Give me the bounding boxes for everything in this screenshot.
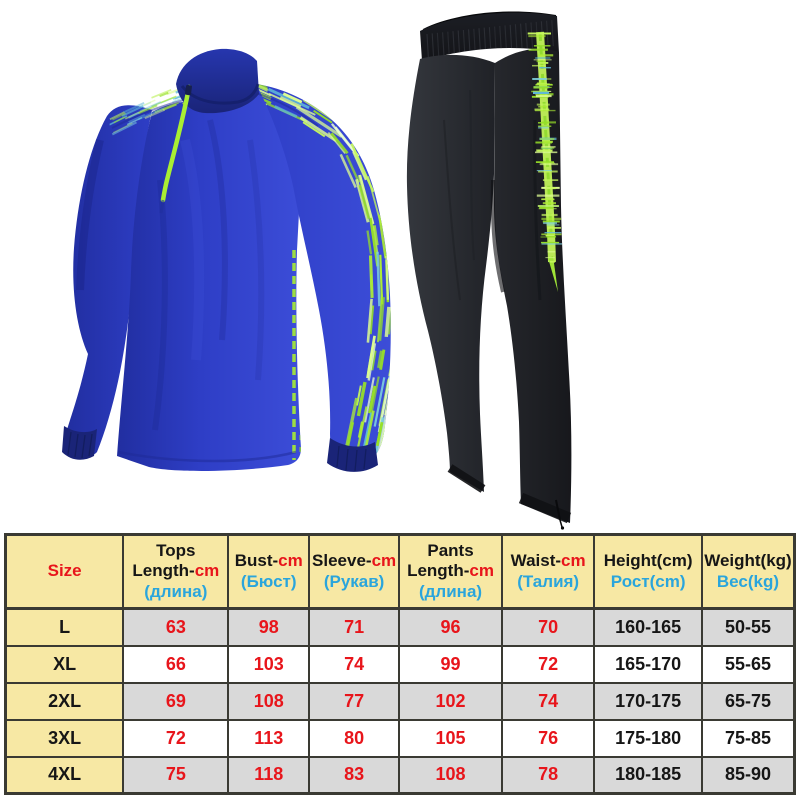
value-cell-weight: 55-65 — [700, 644, 796, 684]
value-cell-tops-length: 66 — [122, 644, 230, 684]
size-label-cell: XL — [4, 644, 125, 684]
value-cell-sleeve: 71 — [308, 607, 401, 647]
size-row-3XL: 3XL 72 113 80 105 76 175-180 75-85 — [4, 718, 796, 758]
size-row-L: L 63 98 71 96 70 160-165 50-55 — [4, 607, 796, 647]
jacket-zipper — [160, 84, 192, 203]
jacket-seams — [111, 91, 319, 463]
pants-creases — [443, 89, 542, 301]
value-cell-sleeve: 80 — [308, 718, 401, 758]
size-label-cell: L — [4, 607, 125, 647]
size-chart-header: Size Tops Length-cm (длина) Bust-cm (Бюст) Sle… — [4, 533, 796, 610]
value-cell-waist: 76 — [500, 718, 596, 758]
jacket-illustration — [62, 48, 391, 472]
value-cell-height: 160-165 — [593, 607, 703, 647]
ankle-zipper — [555, 499, 565, 530]
value-cell-bust: 108 — [227, 681, 311, 721]
value-cell-pants-length: 99 — [398, 644, 503, 684]
column-header-height: Height(cm) Рост(cm) — [593, 533, 703, 610]
pants-right-leg — [494, 48, 572, 523]
cuff-ribs — [67, 431, 367, 472]
value-cell-weight: 50-55 — [700, 607, 796, 647]
value-cell-waist: 70 — [500, 607, 596, 647]
value-cell-height: 180-185 — [593, 755, 703, 795]
value-cell-height: 165-170 — [593, 644, 703, 684]
value-cell-bust: 98 — [227, 607, 311, 647]
value-cell-pants-length: 102 — [398, 681, 503, 721]
column-header-tops-length: Tops Length-cm (длина) — [122, 533, 230, 610]
value-cell-weight: 85-90 — [700, 755, 796, 795]
value-cell-bust: 118 — [227, 755, 311, 795]
tracksuit-illustration — [62, 11, 572, 530]
pants-side-stripe — [527, 31, 563, 292]
product-photo — [62, 11, 572, 530]
value-cell-sleeve: 83 — [308, 755, 401, 795]
size-row-XL: XL 66 103 74 99 72 165-170 55-65 — [4, 644, 796, 684]
value-cell-bust: 113 — [227, 718, 311, 758]
size-chart-table: Size Tops Length-cm (длина) Bust-cm (Бюст) Sle… — [4, 533, 796, 795]
right-ankle-cuff — [518, 492, 572, 524]
size-row-2XL: 2XL 69 108 77 102 74 170-175 65-75 — [4, 681, 796, 721]
value-cell-bust: 103 — [227, 644, 311, 684]
value-cell-weight: 65-75 — [700, 681, 796, 721]
value-cell-height: 175-180 — [593, 718, 703, 758]
value-cell-pants-length: 105 — [398, 718, 503, 758]
column-header-waist: Waist-cm (Талия) — [500, 533, 596, 610]
right-cuff — [327, 438, 378, 472]
column-header-weight: Weight(kg) Вес(kg) — [700, 533, 796, 610]
crotch-shadow — [490, 179, 505, 293]
value-cell-sleeve: 77 — [308, 681, 401, 721]
value-cell-tops-length: 63 — [122, 607, 230, 647]
value-cell-pants-length: 108 — [398, 755, 503, 795]
value-cell-waist: 78 — [500, 755, 596, 795]
value-cell-tops-length: 69 — [122, 681, 230, 721]
column-header-sleeve: Sleeve-cm (Рукав) — [308, 533, 401, 610]
value-cell-weight: 75-85 — [700, 718, 796, 758]
column-header-bust: Bust-cm (Бюст) — [227, 533, 311, 610]
left-ankle-cuff — [447, 464, 486, 493]
value-cell-sleeve: 74 — [308, 644, 401, 684]
size-row-4XL: 4XL 75 118 83 108 78 180-185 85-90 — [4, 755, 796, 795]
sleeve-shadow — [76, 139, 104, 291]
collar-inner-shadow — [180, 83, 260, 105]
size-label-cell: 4XL — [4, 755, 125, 795]
pants-illustration — [406, 11, 572, 530]
column-header-pants-length: Pants Length-cm (длина) — [398, 533, 503, 610]
zipper-pull — [185, 84, 192, 96]
pants-left-leg — [406, 54, 495, 493]
value-cell-tops-length: 72 — [122, 718, 230, 758]
value-cell-pants-length: 96 — [398, 607, 503, 647]
size-label-cell: 3XL — [4, 718, 125, 758]
value-cell-tops-length: 75 — [122, 755, 230, 795]
column-header-size: Size — [4, 533, 125, 610]
value-cell-waist: 74 — [500, 681, 596, 721]
value-cell-waist: 72 — [500, 644, 596, 684]
zipper-placket — [159, 199, 165, 214]
value-cell-height: 170-175 — [593, 681, 703, 721]
size-label-cell: 2XL — [4, 681, 125, 721]
